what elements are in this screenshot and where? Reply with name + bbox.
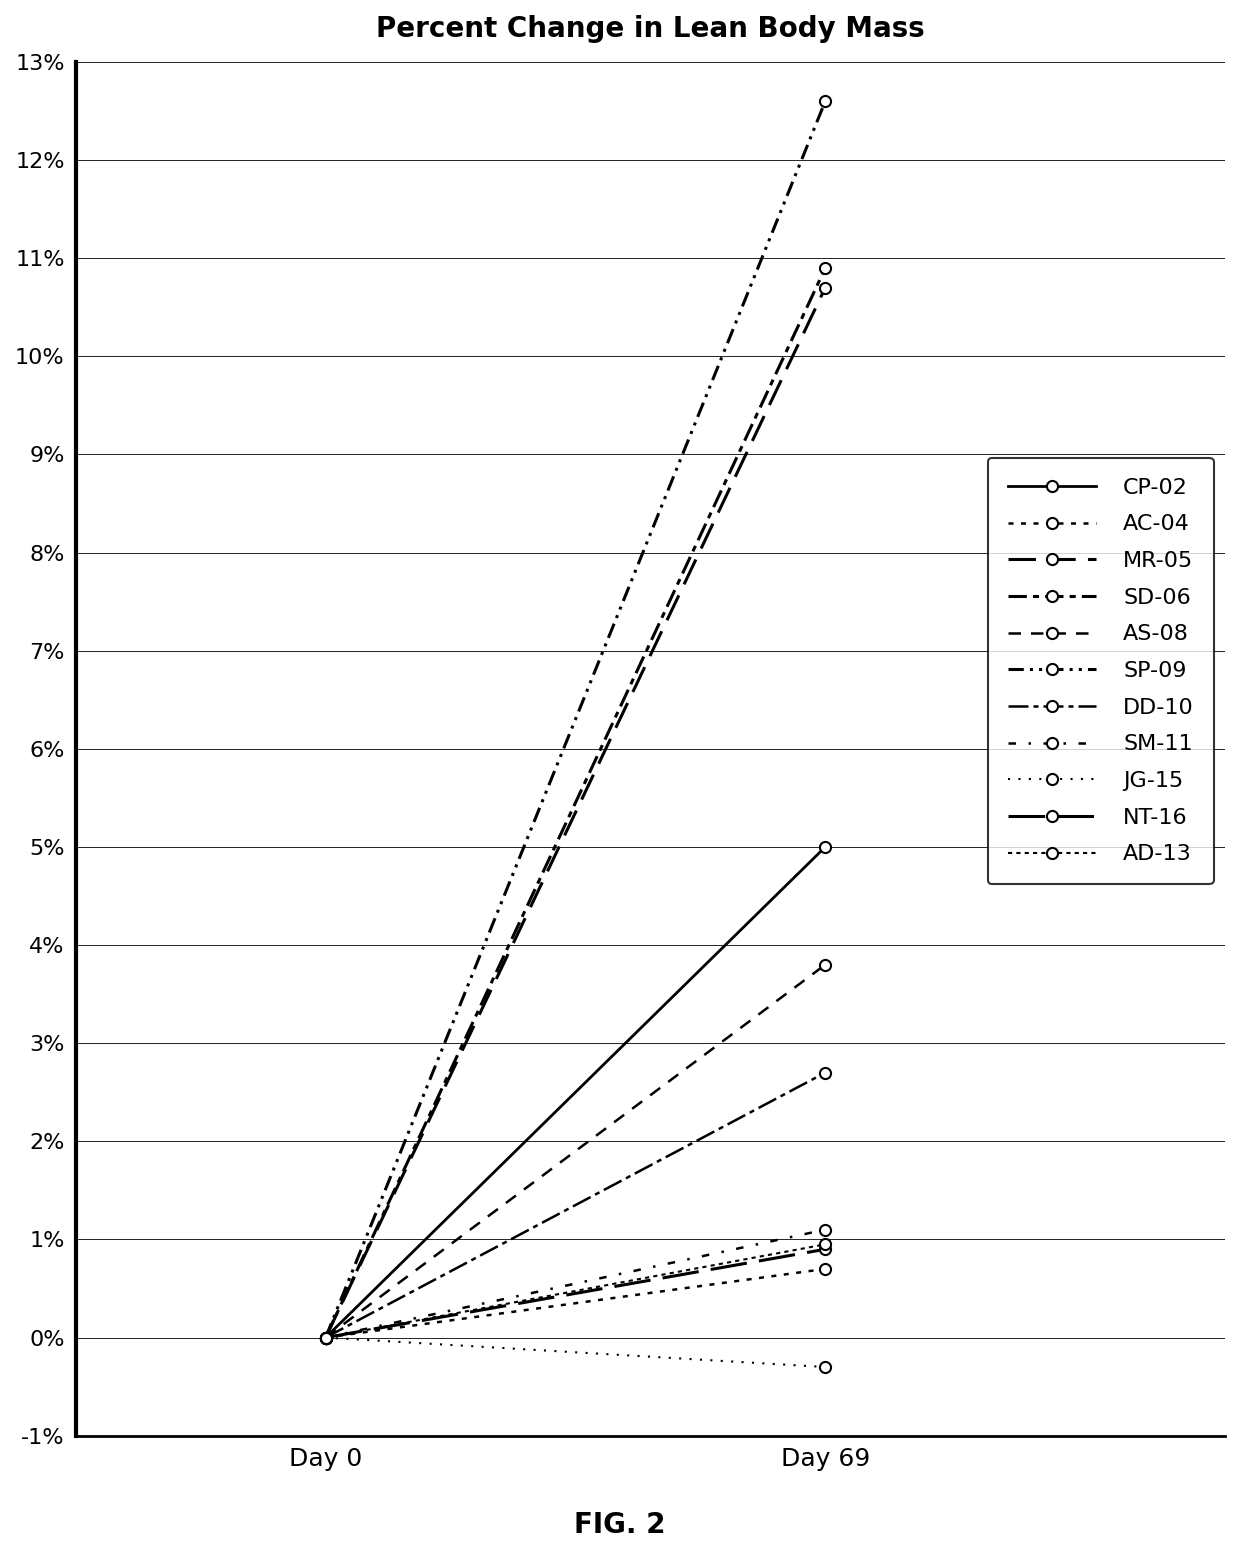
Title: Percent Change in Lean Body Mass: Percent Change in Lean Body Mass bbox=[376, 16, 925, 42]
Legend: CP-02, AC-04, MR-05, SD-06, AS-08, SP-09, DD-10, SM-11, JG-15, NT-16, AD-13: CP-02, AC-04, MR-05, SD-06, AS-08, SP-09… bbox=[987, 458, 1214, 884]
Text: FIG. 2: FIG. 2 bbox=[574, 1511, 666, 1539]
